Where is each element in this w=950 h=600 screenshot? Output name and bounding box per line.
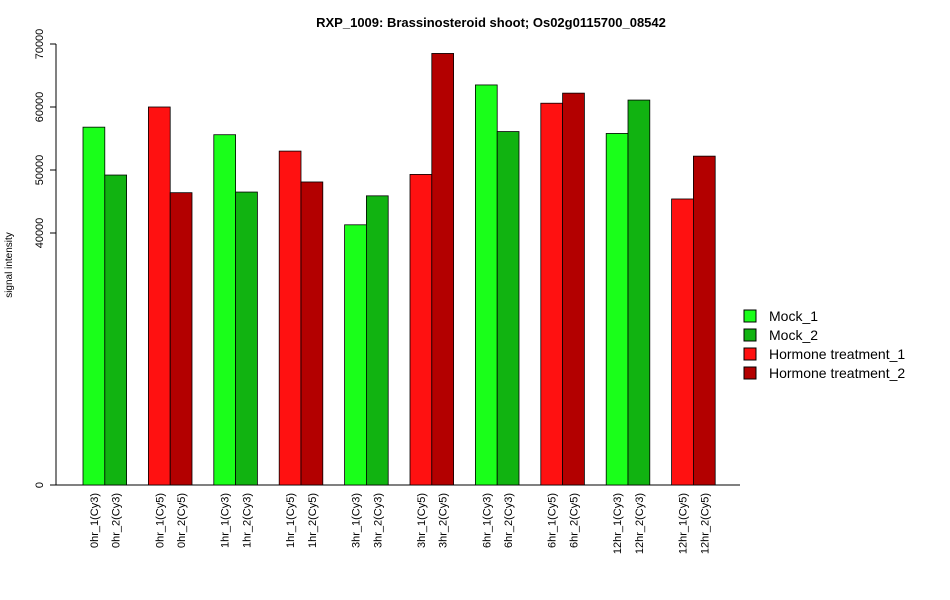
bar: [496, 131, 520, 486]
bar: [693, 155, 716, 486]
legend: Mock_1 Mock_2 Hormone treatment_1 Hormone t…: [743, 308, 905, 381]
x-tick-label: 0hr_1(Cy3): [89, 493, 101, 548]
bar: [540, 102, 563, 486]
bar: [409, 174, 433, 486]
bar: [213, 134, 237, 486]
x-tick-label: 3hr_1(Cy5): [416, 493, 428, 548]
bar: [147, 106, 171, 486]
x-tick-labels: 0hr_1(Cy3) 0hr_2(Cy3) 0hr_1(Cy5) 0hr_2(Cy5)…: [89, 493, 711, 554]
y-tick-label: 70000: [34, 29, 46, 60]
y-tick-label: 40000: [34, 218, 46, 249]
y-tick-label: 0: [34, 482, 46, 488]
x-tick-label: 1hr_1(Cy5): [285, 493, 297, 548]
x-tick-label: 3hr_2(Cy5): [438, 493, 450, 548]
legend-swatch: [743, 347, 757, 361]
bar: [300, 181, 324, 486]
bar: [365, 195, 389, 486]
bars: [82, 53, 716, 486]
bar: [278, 150, 302, 486]
x-tick-label: 3hr_2(Cy3): [372, 493, 384, 548]
bar: [671, 198, 694, 486]
legend-swatch: [743, 328, 757, 342]
x-tick-label: 1hr_2(Cy5): [307, 493, 319, 548]
y-tick-label: 60000: [34, 92, 46, 123]
x-tick-label: 1hr_2(Cy3): [242, 493, 254, 548]
x-tick-label: 12hr_2(Cy5): [699, 493, 711, 554]
bar: [474, 84, 498, 486]
x-tick-label: 6hr_1(Cy5): [547, 493, 559, 548]
bar: [431, 53, 454, 486]
x-tick-label: 12hr_1(Cy3): [612, 493, 624, 554]
x-tick-label: 6hr_2(Cy5): [569, 493, 581, 548]
x-tick-label: 0hr_1(Cy5): [154, 493, 166, 548]
bar: [605, 133, 629, 486]
legend-swatch: [743, 309, 757, 323]
legend-label: Hormone treatment_1: [769, 346, 905, 362]
bar: [235, 191, 258, 486]
legend-swatch: [743, 366, 757, 380]
x-tick-label: 6hr_2(Cy3): [503, 493, 515, 548]
x-tick-label: 12hr_1(Cy5): [678, 493, 690, 554]
x-tick-label: 6hr_1(Cy3): [481, 493, 493, 548]
y-tick-label: 50000: [34, 155, 46, 186]
x-tick-label: 3hr_1(Cy3): [351, 493, 363, 548]
bar: [627, 99, 651, 486]
x-tick-label: 0hr_2(Cy3): [111, 493, 123, 548]
y-ticks: 0 40000 50000 60000 70000: [34, 29, 56, 488]
bar: [562, 92, 585, 486]
bar: [82, 126, 106, 486]
bar: [169, 192, 193, 486]
x-tick-label: 12hr_2(Cy3): [634, 493, 646, 554]
chart-title: RXP_1009: Brassinosteroid shoot; Os02g01…: [316, 15, 666, 30]
y-axis-label: signal intensity: [4, 232, 15, 298]
legend-label: Mock_2: [769, 327, 818, 343]
bar: [344, 224, 367, 486]
x-tick-label: 0hr_2(Cy5): [176, 493, 188, 548]
x-tick-label: 1hr_1(Cy3): [220, 493, 232, 548]
bar: [104, 174, 128, 486]
legend-label: Mock_1: [769, 308, 818, 324]
legend-label: Hormone treatment_2: [769, 365, 905, 381]
